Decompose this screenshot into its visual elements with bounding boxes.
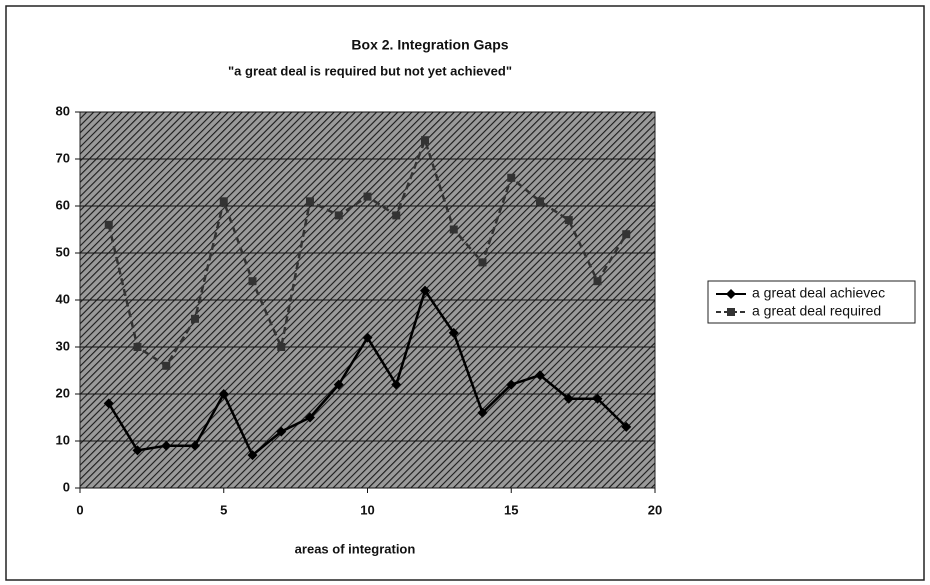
point bbox=[392, 211, 401, 220]
point bbox=[248, 277, 257, 286]
x-tick-label: 5 bbox=[220, 502, 227, 517]
point bbox=[277, 343, 286, 351]
point bbox=[306, 197, 314, 206]
point bbox=[276, 426, 287, 437]
point bbox=[190, 440, 200, 451]
y-tick-label: 70 bbox=[56, 150, 70, 165]
point bbox=[420, 285, 430, 296]
point bbox=[507, 173, 516, 182]
point bbox=[421, 136, 429, 145]
point bbox=[333, 379, 344, 390]
y-tick-label: 10 bbox=[56, 432, 70, 447]
point bbox=[621, 421, 632, 432]
y-tick-label: 40 bbox=[56, 291, 70, 306]
point bbox=[133, 343, 142, 351]
point bbox=[478, 258, 487, 267]
point bbox=[305, 412, 315, 423]
point bbox=[592, 393, 603, 404]
legend-label: a great deal required bbox=[752, 303, 881, 319]
point bbox=[506, 379, 517, 390]
point bbox=[161, 440, 172, 451]
x-tick-label: 10 bbox=[360, 502, 374, 517]
point bbox=[449, 225, 458, 234]
y-tick-label: 0 bbox=[63, 479, 70, 494]
legend bbox=[707, 280, 916, 324]
y-tick-label: 20 bbox=[56, 385, 70, 400]
point bbox=[564, 216, 573, 225]
point bbox=[391, 379, 402, 390]
point bbox=[334, 211, 343, 220]
y-tick-label: 30 bbox=[56, 338, 70, 353]
point bbox=[363, 192, 372, 201]
y-tick-label: 60 bbox=[56, 197, 70, 212]
point bbox=[362, 332, 373, 343]
point bbox=[448, 327, 459, 338]
legend-marker bbox=[727, 308, 735, 316]
point bbox=[162, 361, 171, 370]
point bbox=[622, 230, 631, 239]
point bbox=[536, 197, 544, 206]
point bbox=[535, 370, 545, 381]
point bbox=[191, 314, 199, 323]
x-tick-label: 0 bbox=[76, 502, 83, 517]
point bbox=[247, 450, 258, 461]
point bbox=[103, 398, 114, 409]
point bbox=[132, 445, 143, 456]
x-tick-label: 20 bbox=[648, 502, 662, 517]
legend-label: a great deal achievec bbox=[752, 285, 885, 301]
chart-title: Box 2. Integration Gaps bbox=[351, 37, 508, 53]
point bbox=[477, 407, 488, 418]
legend-marker bbox=[726, 289, 736, 299]
y-tick-label: 50 bbox=[56, 244, 70, 259]
x-tick-label: 15 bbox=[504, 502, 518, 517]
chart-subtitle: "a great deal is required but not yet ac… bbox=[228, 63, 512, 78]
x-axis-label: areas of integration bbox=[295, 541, 416, 556]
point bbox=[218, 389, 229, 399]
point bbox=[593, 277, 602, 286]
point bbox=[104, 220, 113, 229]
y-tick-label: 80 bbox=[56, 103, 70, 118]
point bbox=[563, 393, 574, 404]
point bbox=[219, 197, 228, 206]
